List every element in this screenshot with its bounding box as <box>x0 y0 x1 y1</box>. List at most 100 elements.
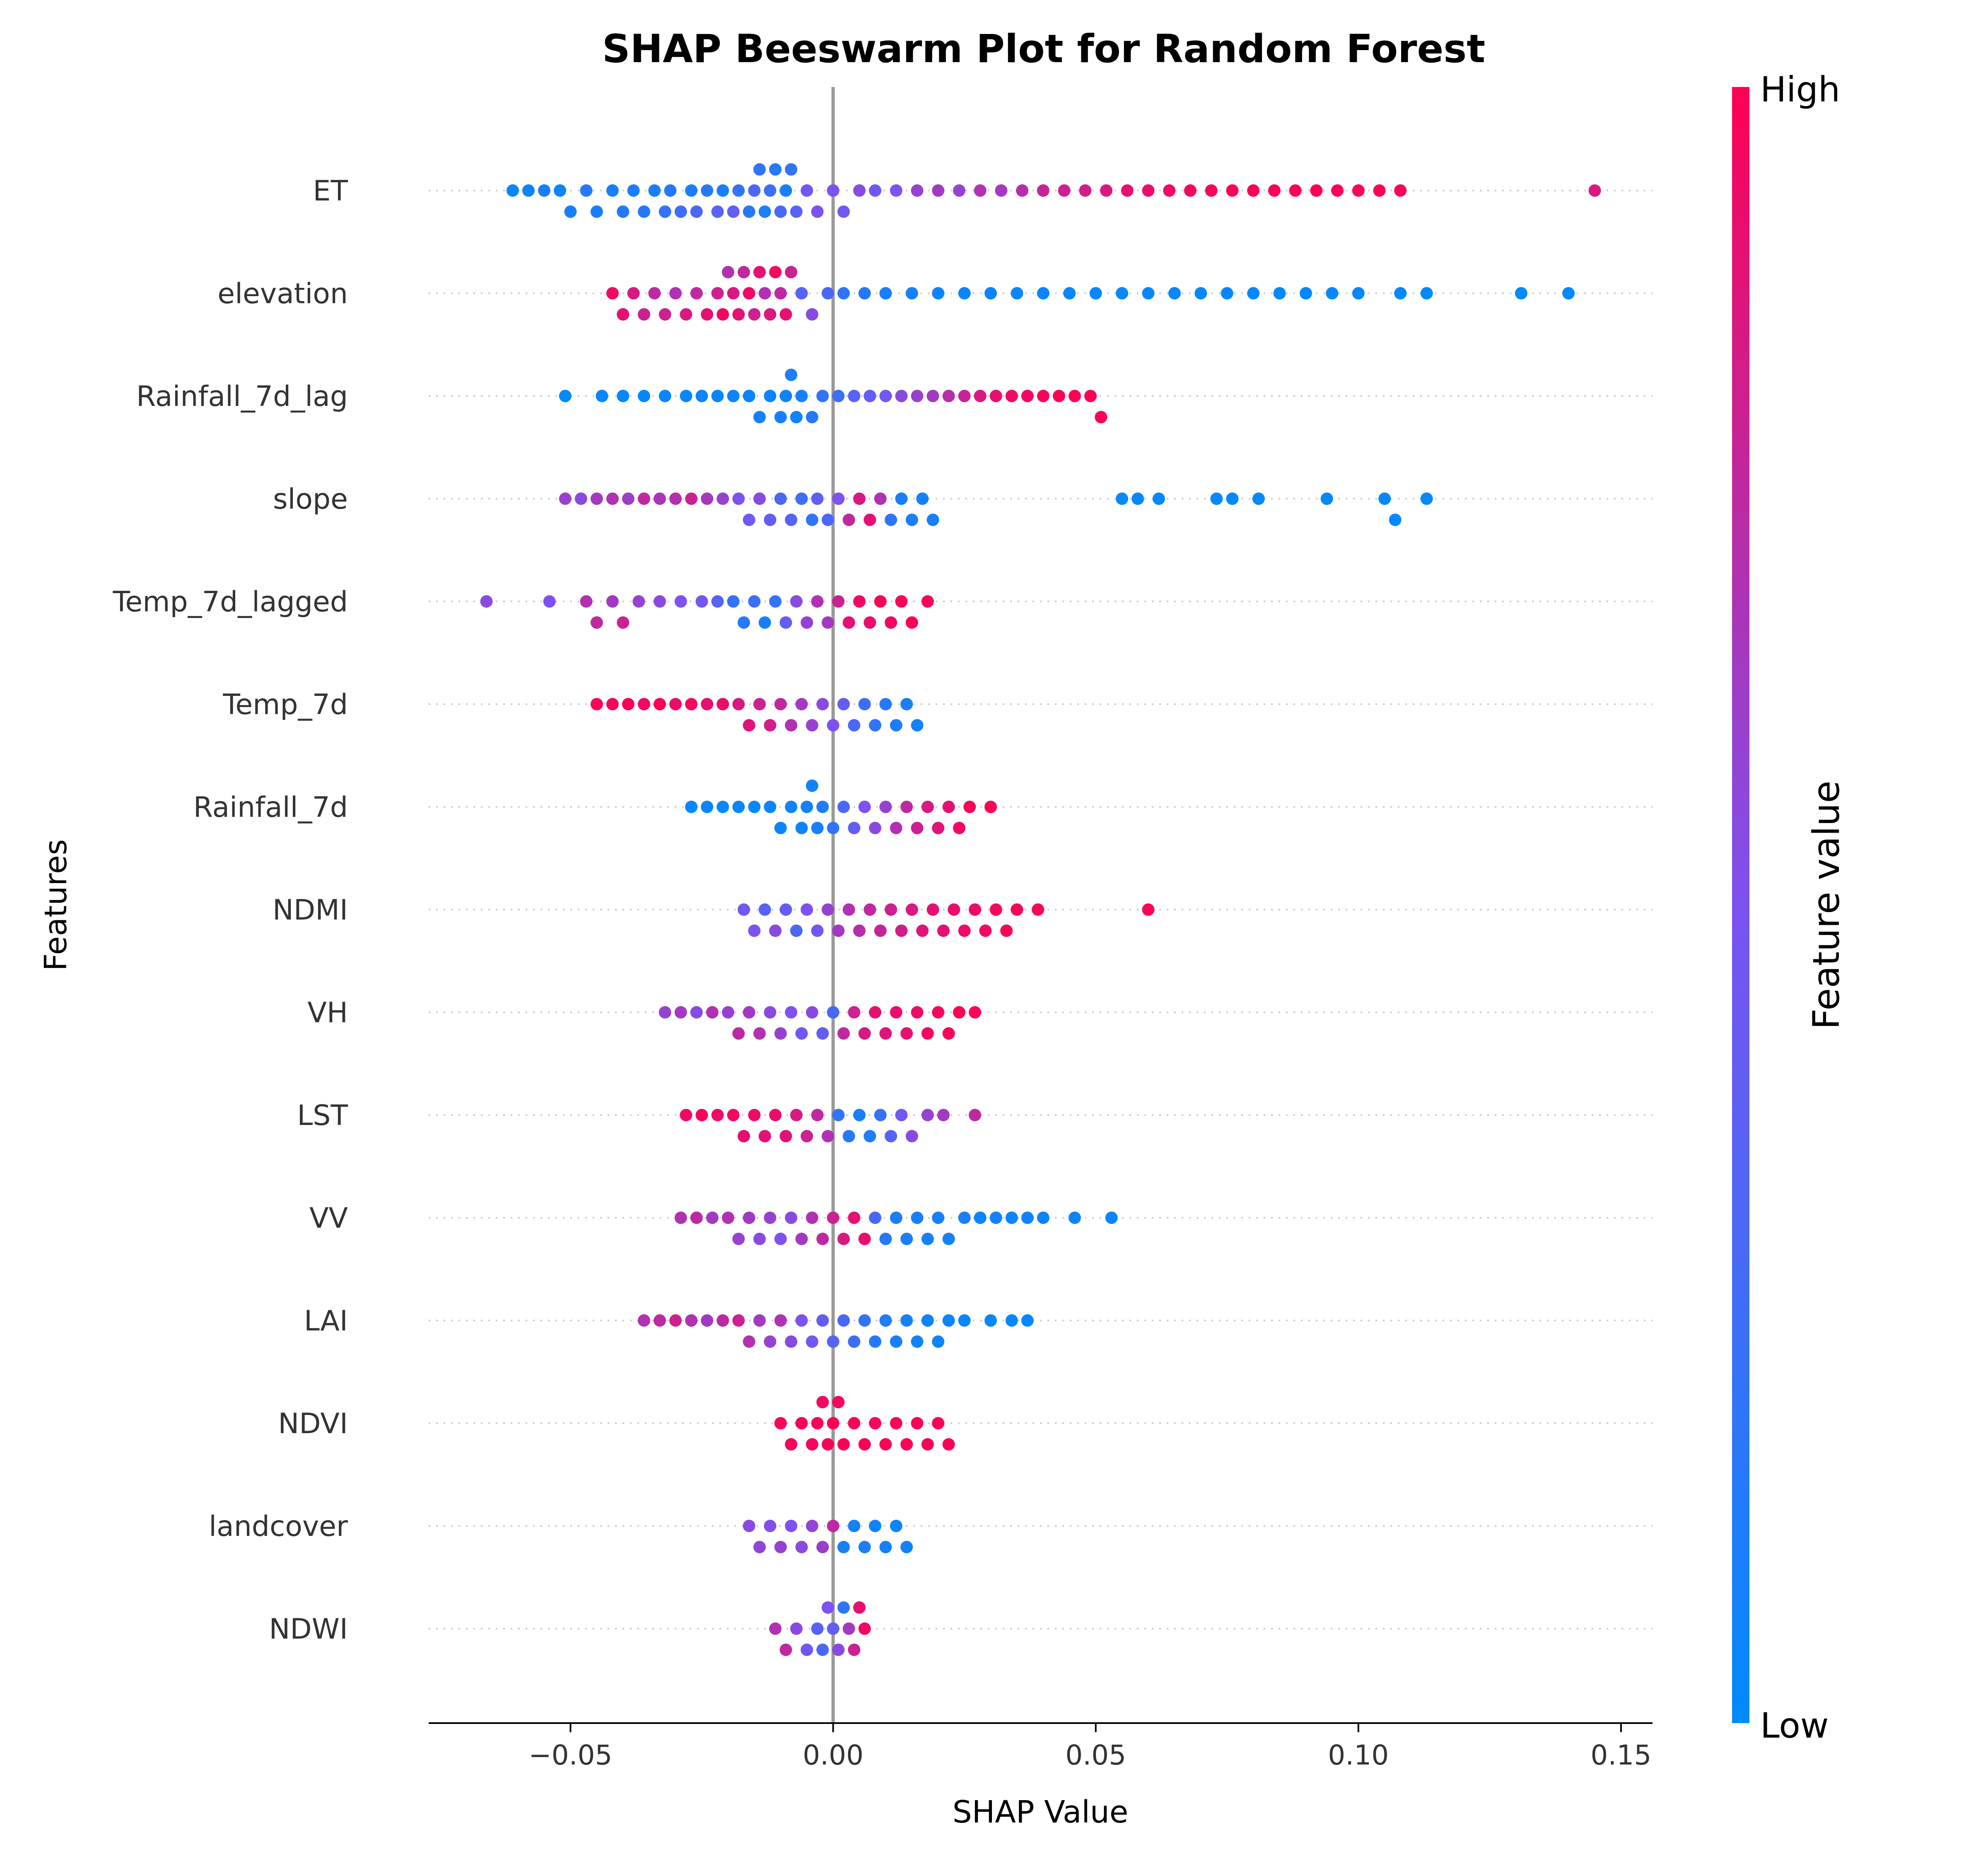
shap-point <box>795 822 808 834</box>
shap-point <box>848 1335 861 1348</box>
feature-label: NDVI <box>278 1407 348 1440</box>
shap-point <box>832 1396 845 1408</box>
shap-point <box>1184 184 1197 197</box>
shap-point <box>1105 1212 1118 1224</box>
shap-point <box>795 390 808 402</box>
shap-point <box>669 492 682 505</box>
shap-point <box>864 1130 876 1142</box>
shap-point <box>769 925 782 937</box>
shap-point <box>559 390 572 402</box>
shap-point <box>1079 184 1092 197</box>
shap-point <box>737 903 750 916</box>
points-layer <box>480 163 1601 1656</box>
shap-point <box>1011 903 1023 916</box>
shap-point <box>769 1622 782 1635</box>
shap-point <box>1116 492 1129 505</box>
shap-point <box>869 1520 882 1532</box>
shap-point <box>806 1006 818 1019</box>
shap-point <box>1021 1314 1034 1327</box>
shap-point <box>758 1130 771 1142</box>
feature-label: Temp_7d <box>222 688 348 721</box>
shap-point <box>1116 287 1129 299</box>
shap-point <box>958 1212 971 1224</box>
shap-point <box>811 822 824 834</box>
shap-point <box>785 801 798 813</box>
shap-point <box>637 1314 650 1327</box>
shap-point <box>785 1006 798 1019</box>
shap-point <box>837 698 850 710</box>
shap-point <box>811 1622 824 1635</box>
y-axis-label: Features <box>38 839 74 971</box>
shap-point <box>721 1006 734 1019</box>
shap-point <box>858 1622 871 1635</box>
shap-point <box>832 492 845 505</box>
shap-point <box>1273 287 1286 299</box>
shap-point <box>958 390 971 402</box>
shap-point <box>774 1314 787 1327</box>
shap-point <box>1394 184 1407 197</box>
shap-point <box>690 205 703 218</box>
shap-point <box>984 801 997 813</box>
shap-point <box>543 595 556 608</box>
shap-point <box>590 492 603 505</box>
shap-point <box>921 801 934 813</box>
shap-point <box>911 1335 924 1348</box>
shap-point <box>795 1314 808 1327</box>
shap-point <box>753 163 766 176</box>
shap-point <box>837 205 850 218</box>
shap-point <box>958 1314 971 1327</box>
shap-point <box>801 1130 813 1142</box>
shap-point <box>1352 184 1365 197</box>
shap-point <box>790 205 803 218</box>
colorbar <box>1732 87 1749 1723</box>
shap-point <box>900 801 913 813</box>
shap-point <box>669 287 682 299</box>
shap-point <box>753 492 766 505</box>
shap-point <box>869 1212 882 1224</box>
shap-point <box>842 1622 855 1635</box>
shap-point <box>785 1212 798 1224</box>
shap-point <box>853 925 866 937</box>
shap-point <box>769 595 782 608</box>
shap-point <box>717 184 729 197</box>
shap-point <box>900 1314 913 1327</box>
shap-point <box>848 1644 861 1656</box>
shap-point <box>795 492 808 505</box>
feature-label: elevation <box>217 278 348 310</box>
shap-point <box>911 1417 924 1429</box>
shap-point <box>937 925 950 937</box>
shap-point <box>664 184 677 197</box>
shap-point <box>1226 492 1239 505</box>
shap-point <box>864 903 876 916</box>
x-axis-label: SHAP Value <box>953 1794 1129 1830</box>
shap-point <box>790 925 803 937</box>
shap-point <box>979 925 992 937</box>
shap-point <box>958 287 971 299</box>
shap-point <box>721 266 734 278</box>
shap-point <box>717 698 729 710</box>
shap-point <box>911 1212 924 1224</box>
shap-point <box>953 822 965 834</box>
shap-point <box>758 205 771 218</box>
shap-point <box>1562 287 1575 299</box>
shap-point <box>590 698 603 710</box>
shap-point <box>858 1233 871 1245</box>
shap-point <box>1320 492 1333 505</box>
shap-point <box>806 1438 818 1451</box>
shap-point <box>1394 287 1407 299</box>
shap-point <box>1268 184 1281 197</box>
shap-point <box>590 205 603 218</box>
shap-point <box>654 1314 666 1327</box>
shap-point <box>648 287 661 299</box>
feature-label: Temp_7d_lagged <box>112 586 348 618</box>
shap-point <box>674 1212 687 1224</box>
shap-point <box>848 1417 861 1429</box>
shap-point <box>764 184 777 197</box>
shap-point <box>1037 390 1049 402</box>
shap-point <box>785 163 798 176</box>
shap-point <box>753 1314 766 1327</box>
shap-point <box>821 514 834 526</box>
shap-point <box>837 1438 850 1451</box>
shap-point <box>864 390 876 402</box>
